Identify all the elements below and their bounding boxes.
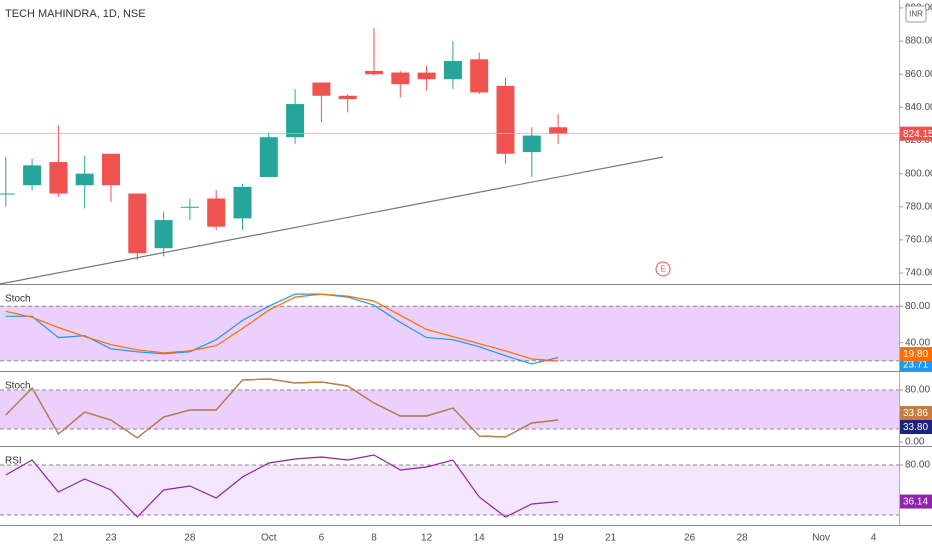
indicator-line: [5, 454, 559, 518]
last-value-box: [900, 347, 932, 362]
pane-title: Stoch: [5, 381, 31, 392]
x-tick-label: 28: [737, 533, 749, 544]
candle-body: [338, 95, 357, 100]
candle-body: [549, 127, 568, 134]
y-tick-label: 860.00: [905, 69, 932, 80]
last-value-box: [900, 405, 932, 420]
y-tick-label: 760.00: [905, 235, 932, 246]
candle-body: [391, 72, 410, 85]
x-tick-label: 28: [184, 533, 196, 544]
last-value-label: 36.14: [903, 497, 928, 508]
x-tick-label: 12: [421, 533, 433, 544]
x-tick-label: 19: [553, 533, 565, 544]
chart-title: TECH MAHINDRA, 1D, NSE: [5, 8, 146, 20]
trend-line: [0, 156, 664, 285]
candle-body: [286, 104, 305, 138]
last-price-label: 824.15: [903, 129, 932, 140]
x-tick-label: 14: [474, 533, 486, 544]
plot-layer: 740.00760.00780.00800.00820.00840.00860.…: [0, 3, 932, 544]
candle-body: [180, 206, 199, 208]
earnings-marker-label: E: [660, 265, 665, 274]
y-tick-label: 80.00: [905, 460, 930, 471]
x-tick-label: 23: [105, 533, 117, 544]
earnings-marker[interactable]: [655, 261, 671, 277]
y-tick-label: 780.00: [905, 201, 932, 212]
candle-body: [102, 153, 120, 186]
pane-title: RSI: [5, 456, 22, 467]
last-value-label: 33.80: [903, 422, 928, 433]
indicator-line: [5, 378, 559, 439]
candle-body: [417, 72, 436, 80]
x-tick-label: 6: [319, 533, 325, 544]
candle-body: [23, 165, 42, 186]
indicator-band: [0, 465, 899, 515]
x-tick-label: Oct: [261, 533, 277, 544]
candle-body: [0, 193, 15, 195]
candle-body: [233, 186, 252, 219]
candle-body: [312, 82, 331, 96]
candle-body: [522, 135, 541, 153]
x-tick-label: 21: [53, 533, 65, 544]
last-value-box: [900, 420, 932, 435]
last-value-label: 19.80: [903, 349, 928, 360]
candle-body: [128, 193, 147, 254]
indicator-line: [5, 293, 559, 365]
candle-body: [365, 70, 383, 75]
last-value-label: 23.71: [903, 360, 928, 371]
candle-body: [49, 162, 68, 194]
currency-badge[interactable]: [905, 5, 927, 23]
y-tick-label: 840.00: [905, 102, 932, 113]
last-value-box: [900, 494, 932, 509]
candle-body: [470, 59, 489, 93]
last-price-box: [900, 126, 932, 141]
y-tick-label: 740.00: [905, 268, 932, 279]
candle-body: [207, 198, 226, 227]
x-tick-label: 8: [371, 533, 377, 544]
y-tick-label: 40.00: [905, 337, 930, 348]
last-value-label: 33.86: [903, 408, 928, 419]
y-tick-label: 0.00: [905, 437, 925, 448]
pane-title: Stoch: [5, 294, 31, 305]
x-tick-label: 4: [871, 533, 877, 544]
y-tick-label: 80.00: [905, 385, 930, 396]
y-tick-label: 80.00: [905, 301, 930, 312]
currency-label: INR: [909, 10, 923, 19]
y-tick-label: 800.00: [905, 168, 932, 179]
candle-body: [259, 137, 278, 177]
x-tick-label: Nov: [812, 533, 830, 544]
indicator-band: [0, 306, 899, 361]
candle-body: [443, 60, 462, 80]
y-tick-label: 820.00: [905, 135, 932, 146]
x-tick-label: 26: [684, 533, 696, 544]
indicator-line: [5, 293, 559, 362]
candle-body: [496, 85, 515, 154]
candle-body: [75, 173, 94, 186]
x-tick-label: 21: [605, 533, 617, 544]
candle-body: [154, 220, 173, 249]
y-tick-label: 880.00: [905, 36, 932, 47]
